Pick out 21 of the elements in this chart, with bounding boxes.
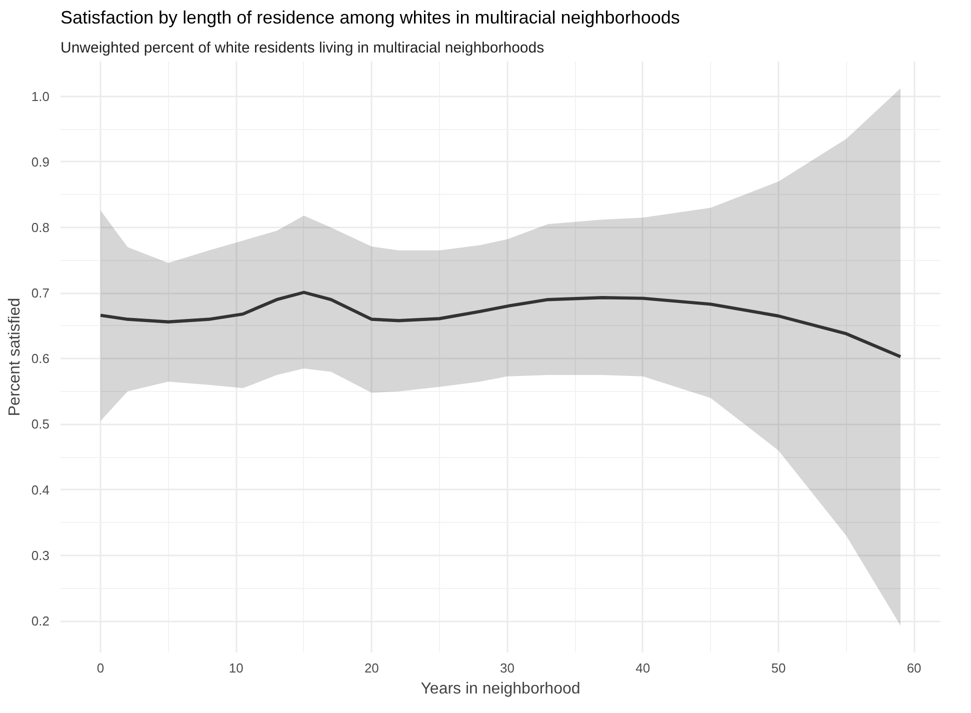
y-tick-label: 0.6 xyxy=(31,351,50,366)
x-tick-label: 50 xyxy=(771,660,786,676)
x-tick-label: 10 xyxy=(228,660,244,676)
x-tick-label: 60 xyxy=(906,660,922,676)
y-tick-label: 0.5 xyxy=(31,416,50,432)
y-axis-title: Percent satisfied xyxy=(6,298,24,416)
x-tick-label: 40 xyxy=(636,660,650,676)
y-tick-label: 0.2 xyxy=(31,614,50,629)
y-tick-label: 0.3 xyxy=(31,548,50,563)
y-tick-label: 0.8 xyxy=(31,220,50,235)
x-tick-label: 0 xyxy=(96,660,104,676)
line-series xyxy=(98,290,902,358)
y-tick-label: 0.4 xyxy=(31,482,50,498)
y-tick-label: 0.7 xyxy=(31,286,50,301)
chart-title: Satisfaction by length of residence among whites in multiracial neighborhoods xyxy=(60,8,680,28)
x-axis-title: Years in neighborhood xyxy=(420,680,580,698)
x-tick-label: 20 xyxy=(364,660,379,676)
y-tick-label: 0.9 xyxy=(31,154,50,170)
x-tick-label: 30 xyxy=(500,660,515,676)
y-tick-label: 1.0 xyxy=(31,88,50,104)
chart-subtitle: Unweighted percent of white residents living in multiracial neighborhoods xyxy=(60,40,544,56)
